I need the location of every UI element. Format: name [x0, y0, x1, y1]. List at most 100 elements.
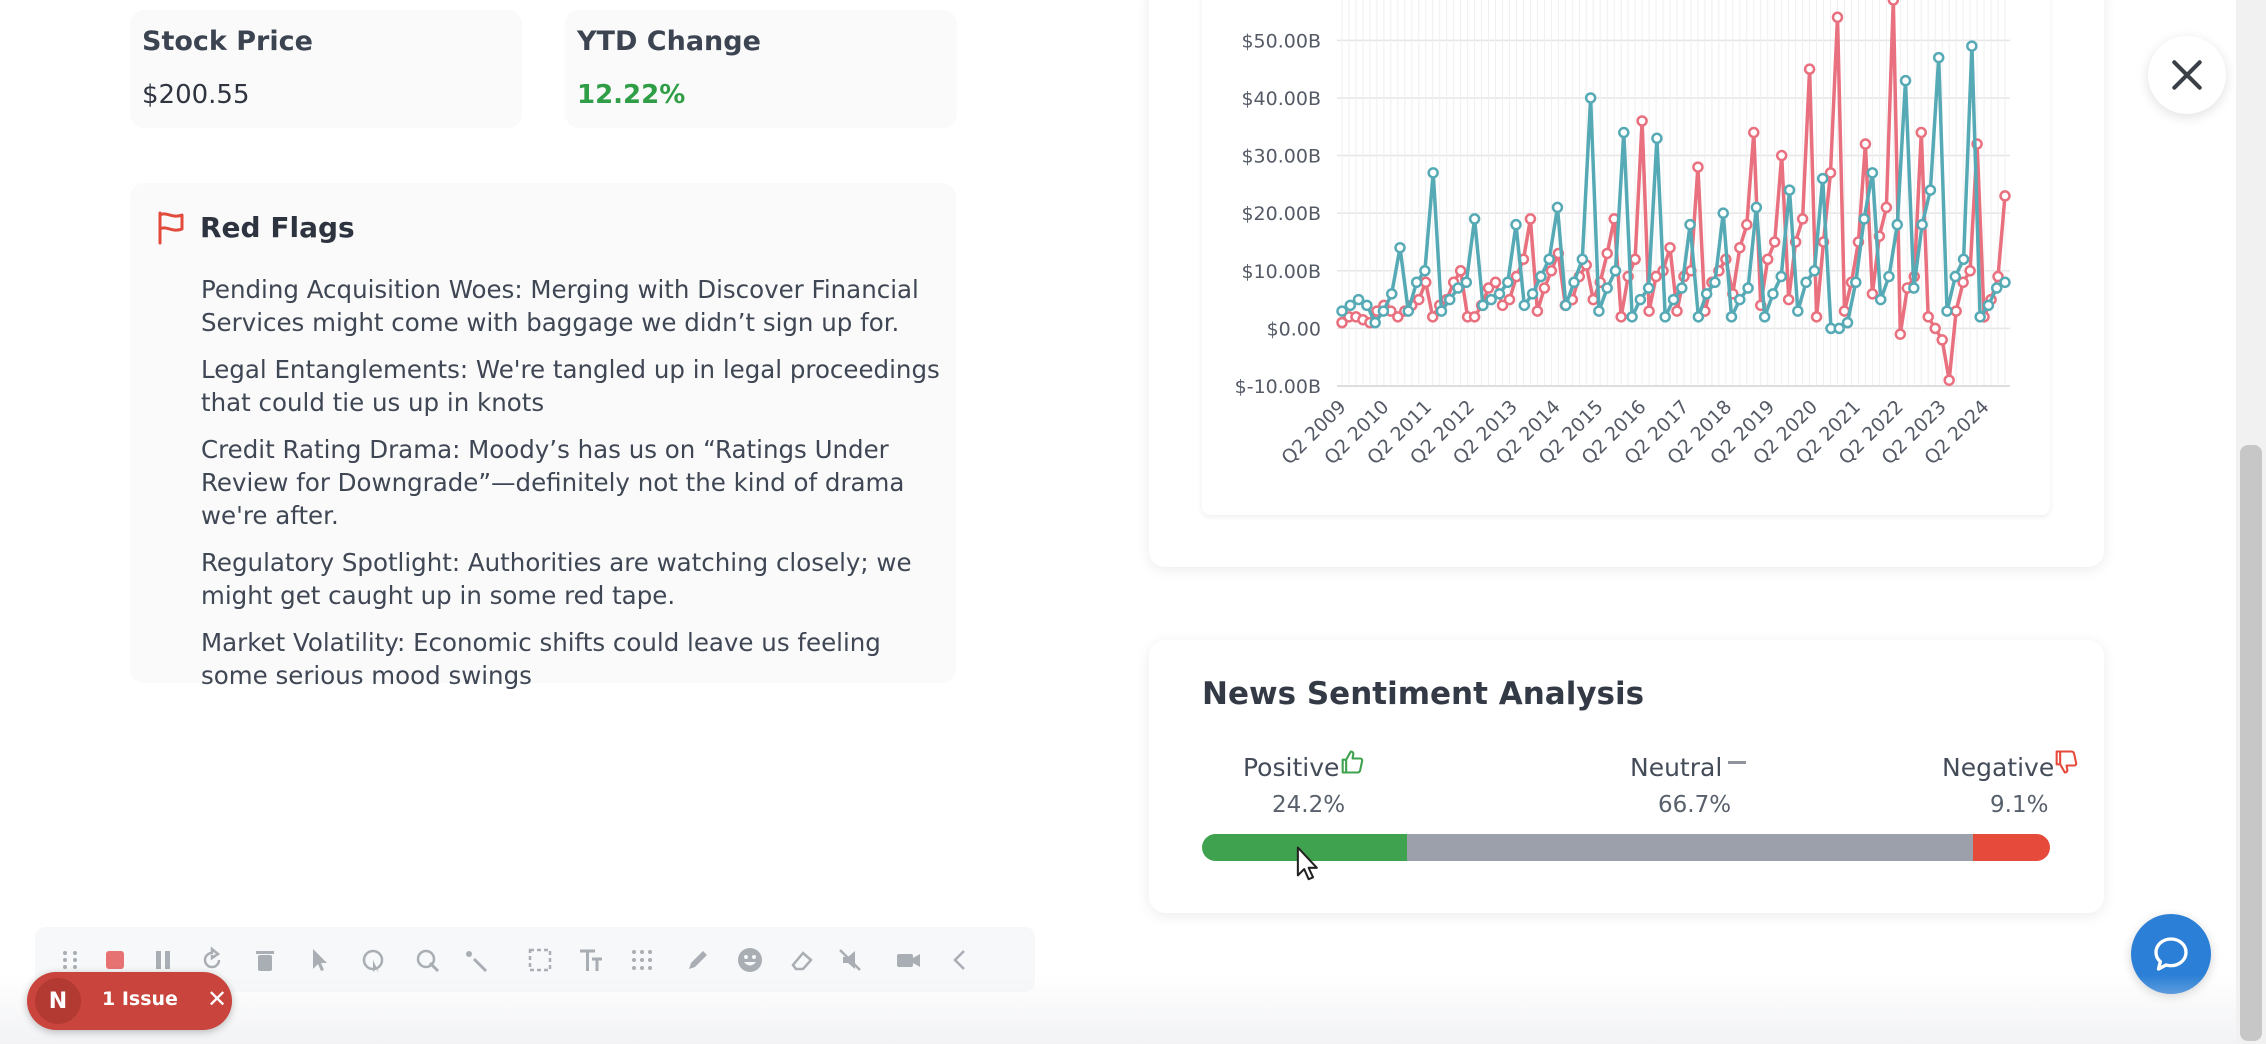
data-point	[1667, 293, 1680, 306]
data-point	[1692, 311, 1705, 323]
close-button[interactable]	[2148, 36, 2226, 114]
pointer-click-icon[interactable]	[358, 945, 388, 975]
issue-badge[interactable]: N 1 Issue ✕	[27, 972, 232, 1030]
data-point	[1908, 282, 1920, 294]
data-point	[1477, 299, 1489, 312]
data-point	[1717, 207, 1729, 219]
trash-icon[interactable]	[250, 945, 280, 975]
data-point	[1344, 299, 1357, 312]
y-tick-label: $40.00B	[1241, 88, 1321, 110]
scrollbar[interactable]	[2236, 0, 2266, 1044]
data-point	[1742, 282, 1754, 294]
pause-icon[interactable]	[148, 945, 178, 975]
red-flags-card: Red Flags Pending Acquisition Woes: Merg…	[130, 183, 956, 690]
data-point	[1482, 282, 1495, 294]
data-point	[1526, 288, 1539, 300]
data-point	[1880, 201, 1893, 214]
emoji-icon[interactable]	[735, 945, 765, 975]
data-point	[1957, 253, 1970, 266]
data-point	[1468, 311, 1481, 323]
pointer-magic-icon[interactable]	[460, 945, 490, 975]
scrollbar-thumb[interactable]	[2240, 445, 2262, 1041]
stop-icon[interactable]	[100, 945, 130, 975]
ytd-change-label: YTD Change	[577, 26, 761, 57]
data-point	[1883, 270, 1895, 283]
data-point	[1545, 265, 1558, 277]
y-tick-label: $0.00	[1267, 318, 1321, 340]
data-point	[1402, 305, 1415, 317]
mute-icon[interactable]	[835, 945, 865, 975]
close-icon[interactable]: ✕	[207, 985, 228, 1013]
collapse-icon[interactable]	[945, 945, 975, 975]
data-point	[1894, 328, 1907, 340]
restart-icon[interactable]	[197, 945, 227, 975]
sentiment-bar	[1202, 834, 2050, 861]
data-point	[1664, 241, 1676, 254]
data-point	[1964, 265, 1976, 277]
drag-handle-icon[interactable]	[55, 945, 85, 975]
data-point	[1974, 311, 1986, 323]
bottom-overlay	[0, 975, 2236, 1044]
data-point	[1426, 311, 1439, 323]
data-point	[1859, 138, 1872, 150]
text-icon[interactable]	[575, 945, 605, 975]
eraser-icon[interactable]	[787, 945, 817, 975]
red-flags-list: Pending Acquisition Woes: Merging with D…	[201, 273, 941, 706]
data-point	[1629, 253, 1641, 266]
grid-icon[interactable]	[627, 945, 657, 975]
chart-container	[1202, 0, 2050, 515]
data-point	[1502, 276, 1514, 289]
data-point	[1496, 299, 1509, 312]
data-point	[1377, 305, 1390, 317]
data-point	[1618, 126, 1630, 139]
data-point	[1775, 270, 1787, 283]
pen-icon[interactable]	[683, 945, 713, 975]
data-point	[1866, 167, 1879, 179]
data-point	[1531, 305, 1544, 317]
data-point	[1443, 293, 1456, 306]
data-point	[1943, 374, 1955, 386]
data-point	[1891, 218, 1904, 231]
data-point	[1576, 253, 1589, 266]
data-point	[1419, 276, 1432, 289]
positive-percent: 24.2%	[1272, 792, 1346, 818]
data-point	[1808, 265, 1821, 277]
data-point	[1642, 282, 1655, 294]
data-point	[1671, 305, 1683, 317]
data-point	[1810, 311, 1823, 323]
data-point	[1949, 270, 1962, 283]
mouse-cursor-icon	[1295, 845, 1321, 883]
data-point	[1833, 322, 1845, 335]
data-point	[1725, 311, 1738, 323]
data-point	[1385, 288, 1398, 300]
data-point	[1361, 299, 1373, 312]
data-point	[1336, 316, 1348, 329]
data-point	[1992, 270, 2004, 283]
negative-percent: 9.1%	[1990, 792, 2049, 818]
cursor-icon[interactable]	[305, 945, 335, 975]
data-point	[1748, 126, 1760, 139]
camera-icon[interactable]	[893, 945, 923, 975]
ytd-change-value: 12.22%	[577, 80, 686, 110]
data-point	[1775, 149, 1788, 162]
data-point	[1460, 276, 1473, 289]
data-point	[1957, 276, 1969, 289]
thumbs-down-icon	[2052, 748, 2080, 776]
close-icon	[2172, 60, 2202, 90]
data-point	[1866, 288, 1879, 300]
data-point	[1803, 63, 1816, 75]
y-tick-label: $50.00B	[1241, 30, 1321, 52]
neutral-label: Neutral	[1630, 753, 1723, 782]
data-point	[1734, 241, 1746, 254]
data-point	[1369, 316, 1381, 329]
y-tick-label: $20.00B	[1241, 203, 1321, 225]
pointer-circle-icon[interactable]	[412, 945, 442, 975]
data-point	[1950, 305, 1962, 317]
y-tick-label: $30.00B	[1241, 146, 1321, 168]
data-point	[1518, 299, 1531, 312]
issue-count: 1 Issue	[102, 988, 178, 1010]
data-point	[1636, 115, 1648, 127]
data-point	[1535, 270, 1547, 283]
data-point	[1709, 276, 1721, 289]
select-region-icon[interactable]	[525, 945, 555, 975]
